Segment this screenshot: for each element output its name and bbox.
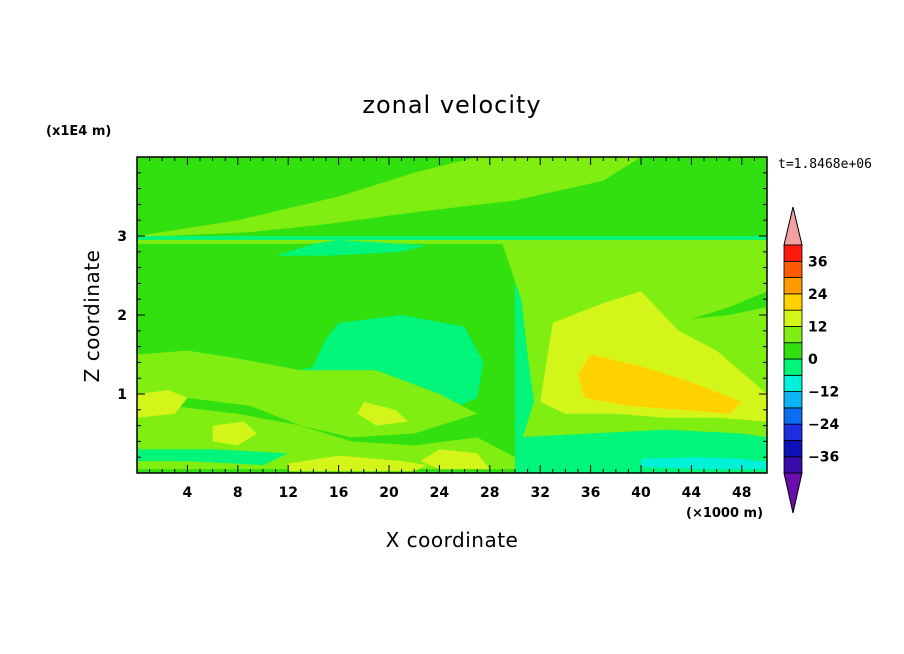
contour-region-16: [137, 449, 289, 466]
colorbar-box: [783, 358, 803, 376]
contour-region-8: [578, 354, 742, 414]
colorbar-box: [783, 244, 803, 262]
x-tick-label: 40: [631, 485, 651, 501]
x-tick-label: 32: [530, 485, 549, 501]
x-axis-ticks: 4 8 12 16 20 24 28 32 36 40 44 48: [149, 157, 755, 501]
colorbar-box: [783, 326, 803, 344]
colorbar-upper-extension: [783, 206, 803, 246]
x-tick-label: 28: [480, 485, 499, 501]
y-multiplier-label: (x1E4 m): [46, 124, 111, 139]
colorbar: 36 24 12 0 −12 −24 −36: [783, 206, 839, 514]
colorbar-tick-label: 0: [808, 352, 818, 368]
x-axis-label: X coordinate: [386, 528, 519, 552]
contour-region-9: [691, 291, 767, 319]
x-tick-label: 8: [233, 485, 243, 501]
colorbar-box: [783, 309, 803, 327]
colorbar-box: [783, 391, 803, 409]
x-tick-label: 48: [732, 485, 751, 501]
colorbar-box: [783, 440, 803, 458]
time-label: t=1.8468e+06: [778, 157, 872, 172]
y-tick-label: 2: [117, 308, 127, 324]
colorbar-box: [783, 423, 803, 441]
x-tick-label: 20: [379, 485, 399, 501]
colorbar-tick-label: 24: [808, 287, 828, 303]
colorbar-box: [783, 260, 803, 278]
contour-region-14: [357, 401, 408, 426]
x-tick-label: 16: [329, 485, 348, 501]
contour-fills: [137, 157, 767, 473]
colorbar-box: [783, 407, 803, 425]
colorbar-box: [783, 456, 803, 474]
contour-region-4: [275, 239, 427, 256]
colorbar-box: [783, 342, 803, 360]
colorbar-lower-extension: [783, 472, 803, 514]
x-tick-label: 24: [430, 485, 450, 501]
colorbar-tick-label: −12: [808, 385, 839, 401]
contour-region-2: [137, 239, 767, 244]
x-tick-label: 36: [581, 485, 600, 501]
x-tick-label: 12: [278, 485, 297, 501]
contour-region-12: [137, 390, 188, 418]
contour-region-15: [420, 449, 490, 470]
colorbar-box: [783, 277, 803, 295]
y-axis-label: Z coordinate: [80, 250, 104, 383]
colorbar-tick-label: −36: [808, 450, 839, 466]
x-multiplier-label: (×1000 m): [686, 506, 763, 521]
contour-region-19: [641, 457, 767, 470]
contour-region-1: [137, 157, 641, 236]
colorbar-tick-label: 12: [808, 319, 827, 335]
y-axis-ticks: 1 2 3: [117, 172, 767, 458]
colorbar-box: [783, 293, 803, 311]
x-tick-label: 4: [183, 485, 193, 501]
contour-region-13: [212, 421, 257, 446]
contour-region-17: [288, 455, 427, 472]
x-tick-label: 44: [682, 485, 702, 501]
y-tick-label: 3: [117, 229, 127, 245]
colorbar-tick-label: 36: [808, 254, 827, 270]
chart-title: zonal velocity: [362, 91, 541, 119]
y-tick-label: 1: [117, 387, 127, 403]
colorbar-tick-label: −24: [808, 417, 839, 433]
colorbar-box: [783, 374, 803, 392]
